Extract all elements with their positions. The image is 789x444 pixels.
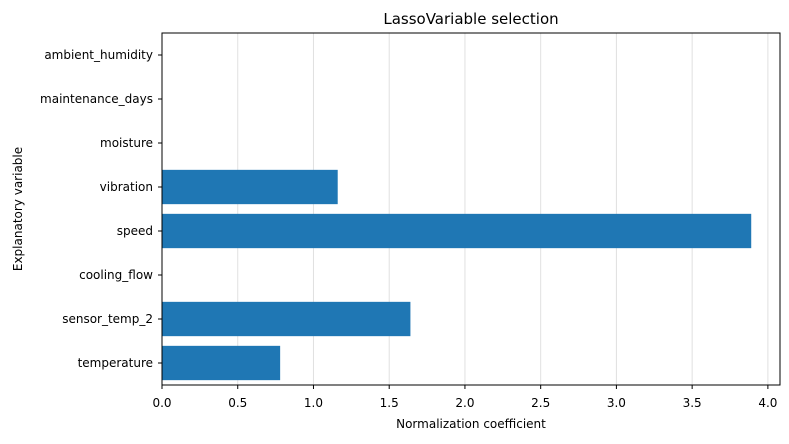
y-tick-label: cooling_flow [79, 268, 153, 282]
y-tick-label: moisture [100, 136, 153, 150]
y-tick-label: speed [117, 224, 153, 238]
x-tick-label: 2.5 [531, 396, 550, 410]
x-tick-label: 0.0 [152, 396, 171, 410]
bars [162, 169, 752, 381]
x-tick-label: 3.0 [607, 396, 626, 410]
x-tick-label: 1.0 [304, 396, 323, 410]
y-tick-label: maintenance_days [40, 92, 153, 106]
x-tick-labels: 0.0 0.5 1.0 1.5 2.0 2.5 3.0 3.5 4.0 [152, 385, 777, 410]
x-tick-label: 0.5 [228, 396, 247, 410]
y-axis-label: Explanatory variable [11, 147, 25, 271]
y-tick-label: vibration [100, 180, 153, 194]
x-tick-label: 1.5 [380, 396, 399, 410]
y-tick-label: ambient_humidity [44, 48, 153, 62]
x-tick-label: 4.0 [758, 396, 777, 410]
chart-title: LassoVariable selection [383, 10, 558, 28]
bar-vibration [162, 169, 338, 205]
y-tick-label: temperature [78, 356, 153, 370]
grid-lines [237, 33, 769, 385]
bar-speed [162, 213, 752, 249]
bar-sensor_temp_2 [162, 301, 411, 337]
y-tick-labels: temperature sensor_temp_2 cooling_flow spee… [40, 48, 162, 370]
plot-frame [161, 32, 781, 386]
x-tick-label: 2.0 [455, 396, 474, 410]
y-tick-label: sensor_temp_2 [62, 312, 153, 326]
x-axis-label: Normalization coefficient [396, 417, 546, 431]
x-tick-label: 3.5 [683, 396, 702, 410]
bar-temperature [162, 345, 281, 381]
